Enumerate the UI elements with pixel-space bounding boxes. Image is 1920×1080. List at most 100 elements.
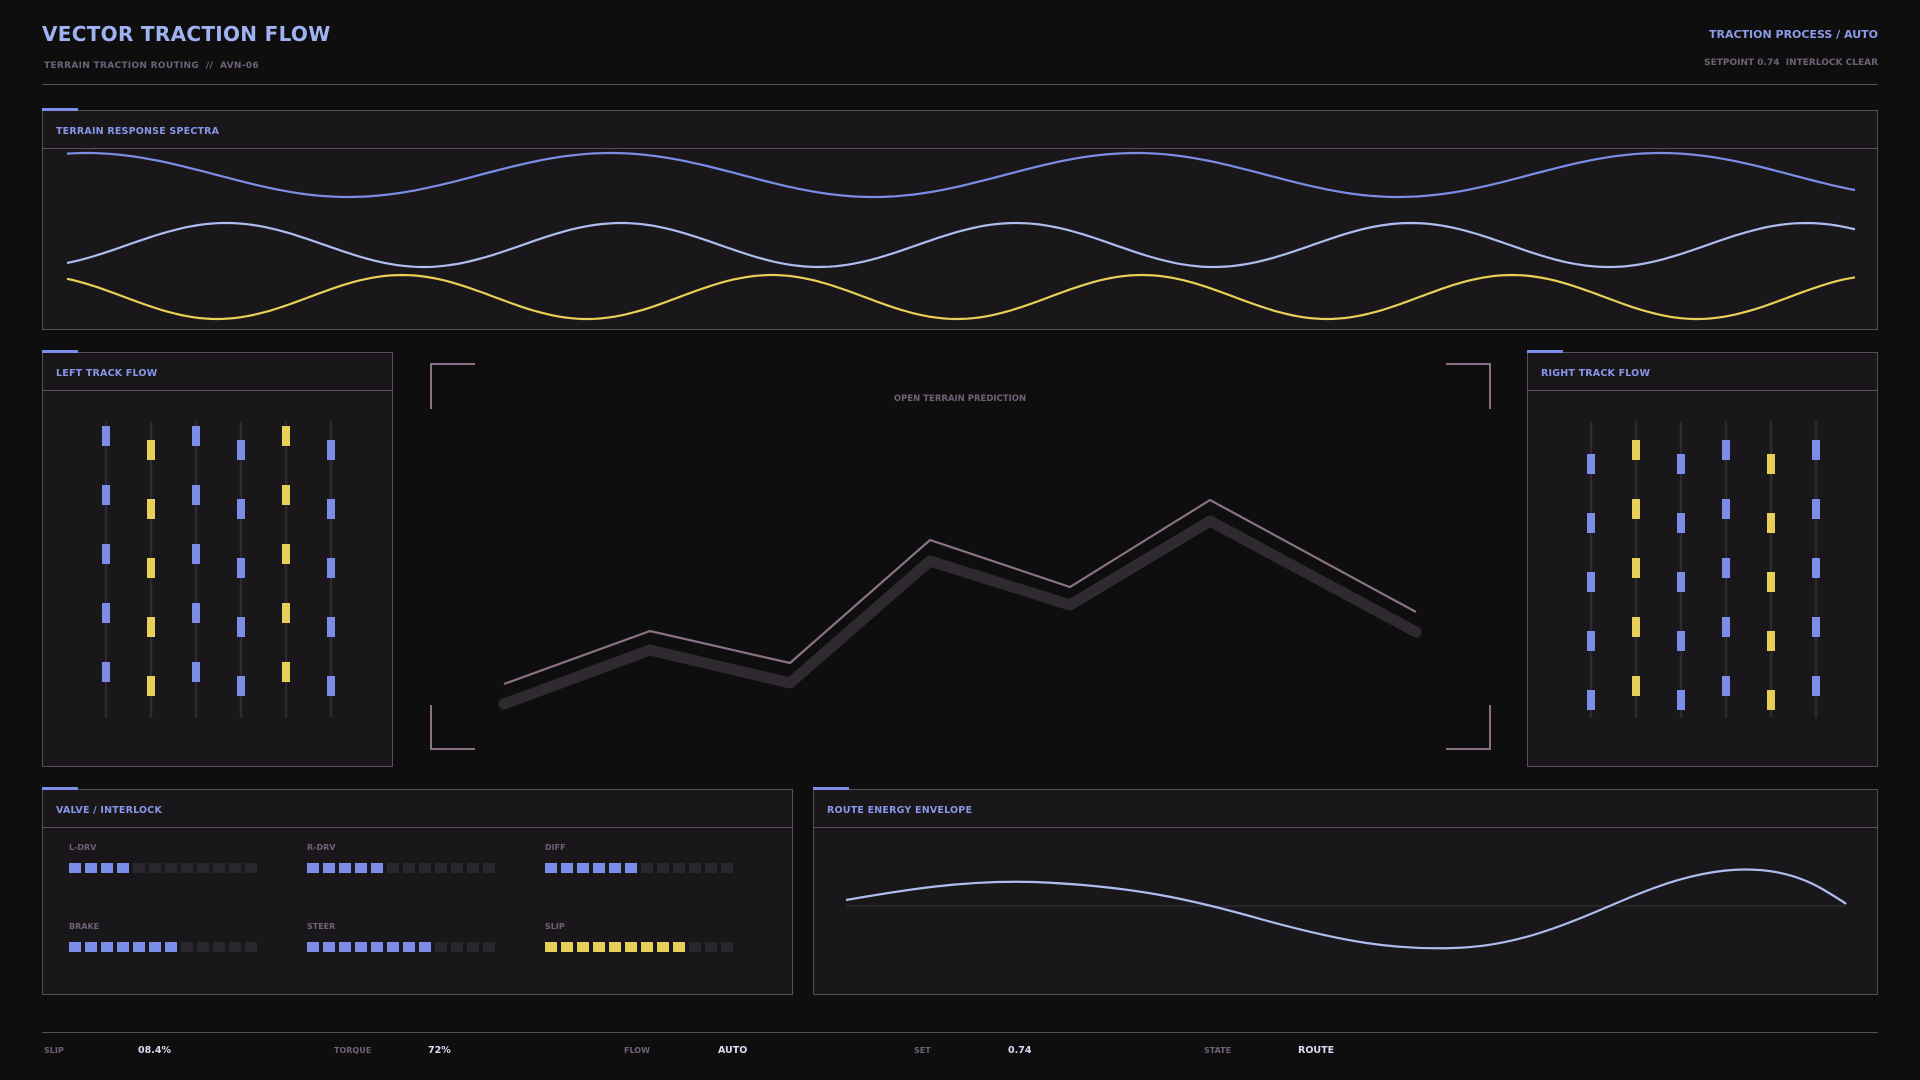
panel-title: ROUTE ENERGY ENVELOPE [827, 805, 973, 816]
track-marker [282, 603, 290, 623]
meter-label: L-DRV [69, 843, 97, 852]
energy-curve [845, 868, 1847, 950]
frame-corner-tr [1446, 363, 1491, 409]
meter-segment [657, 863, 669, 873]
meter-segment [673, 942, 685, 952]
footer-label-flow: FLOW [624, 1046, 650, 1055]
meter-segment [355, 942, 367, 952]
meter-segment [213, 863, 225, 873]
track-marker [147, 558, 155, 578]
meter-segment [593, 863, 605, 873]
track-marker [282, 426, 290, 446]
meter-segment [165, 942, 177, 952]
meter-slip [545, 942, 733, 952]
meter-segment [403, 942, 415, 952]
track-marker [1812, 558, 1820, 578]
meter-segment [323, 863, 335, 873]
track-marker [192, 544, 200, 564]
meter-segment [197, 863, 209, 873]
prediction-shadow-line [498, 515, 1422, 710]
panel-title: VALVE / INTERLOCK [56, 805, 163, 816]
panel-title: RIGHT TRACK FLOW [1541, 368, 1651, 379]
meter-segment [625, 942, 637, 952]
track-marker [102, 544, 110, 564]
spectra-chart [66, 151, 1856, 321]
right-track-flow-chart [1587, 421, 1820, 718]
track-marker [1767, 513, 1775, 533]
meter-segment [721, 863, 733, 873]
frame-corner-bl [430, 705, 475, 750]
meter-segment [483, 863, 495, 873]
process-mode: TRACTION PROCESS / AUTO [1708, 28, 1878, 41]
track-marker [1722, 440, 1730, 460]
track-marker [102, 485, 110, 505]
track-marker [1767, 690, 1775, 710]
meter-segment [545, 863, 557, 873]
track-marker [1632, 440, 1640, 460]
terrain-response-spectra-panel: TERRAIN RESPONSE SPECTRA [42, 108, 1878, 330]
meter-segment [689, 863, 701, 873]
meter-segment [245, 863, 257, 873]
track-marker [102, 662, 110, 682]
track-marker [1632, 617, 1640, 637]
meter-label: BRAKE [69, 922, 100, 931]
meter-segment [705, 942, 717, 952]
panel-header: VALVE / INTERLOCK [43, 790, 792, 828]
track-marker [1587, 631, 1595, 651]
meter-segment [85, 863, 97, 873]
track-marker [192, 662, 200, 682]
track-marker [1587, 513, 1595, 533]
route-energy-envelope-panel: ROUTE ENERGY ENVELOPE [813, 787, 1878, 995]
track-marker [327, 617, 335, 637]
left-track-flow-panel: LEFT TRACK FLOW [42, 350, 393, 767]
valve-interlock-panel: VALVE / INTERLOCK L-DRV R-DRV DIFF BRAKE… [42, 787, 793, 995]
meter-segment [229, 942, 241, 952]
meter-segment [467, 942, 479, 952]
track-marker [1632, 676, 1640, 696]
track-marker [237, 499, 245, 519]
meter-segment [451, 863, 463, 873]
track-marker [1587, 572, 1595, 592]
panel-header: TERRAIN RESPONSE SPECTRA [43, 111, 1877, 149]
meter-segment [117, 942, 129, 952]
meter-segment [641, 863, 653, 873]
meter-segment [229, 863, 241, 873]
meter-segment [181, 863, 193, 873]
meter-brake [69, 942, 257, 952]
footer-value-flow: AUTO [718, 1045, 748, 1056]
track-marker [1722, 499, 1730, 519]
meter-segment [307, 863, 319, 873]
meter-segment [339, 863, 351, 873]
meter-segment [387, 863, 399, 873]
track-marker [1677, 631, 1685, 651]
track-marker [1722, 558, 1730, 578]
meter-segment [149, 863, 161, 873]
spectra-wave-1 [66, 151, 1856, 199]
energy-chart [845, 868, 1847, 950]
meter-segment [625, 863, 637, 873]
meter-segment [371, 863, 383, 873]
track-marker [1677, 454, 1685, 474]
spectra-wave-3 [66, 273, 1856, 321]
track-marker [1812, 617, 1820, 637]
footer-divider [42, 1032, 1878, 1033]
track-marker [327, 558, 335, 578]
right-track-flow-panel: RIGHT TRACK FLOW [1527, 350, 1878, 767]
meter-steer [307, 942, 495, 952]
track-marker [237, 558, 245, 578]
track-marker [1677, 572, 1685, 592]
meter-segment [467, 863, 479, 873]
track-marker [192, 603, 200, 623]
left-track-flow-chart [102, 421, 335, 718]
meter-segment [673, 863, 685, 873]
panel-title: LEFT TRACK FLOW [56, 368, 158, 379]
track-marker [147, 440, 155, 460]
meter-segment [577, 942, 589, 952]
track-marker [1587, 454, 1595, 474]
panel-accent-tab [42, 108, 78, 111]
frame-corner-br [1446, 705, 1491, 750]
track-marker [327, 676, 335, 696]
footer-value-set: 0.74 [1008, 1045, 1032, 1056]
meter-diff [545, 863, 733, 873]
